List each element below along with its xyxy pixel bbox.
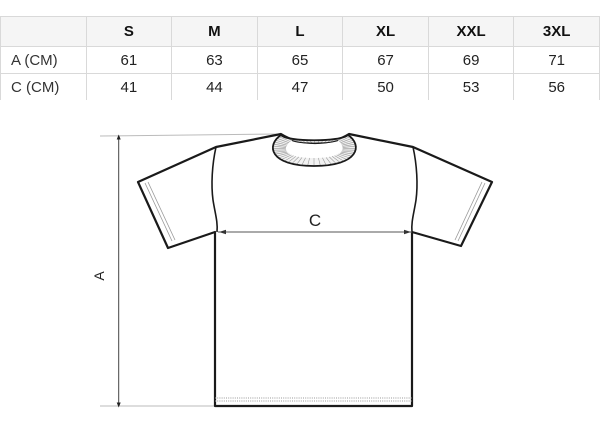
svg-text:C: C (309, 211, 321, 230)
svg-text:A: A (91, 271, 107, 281)
